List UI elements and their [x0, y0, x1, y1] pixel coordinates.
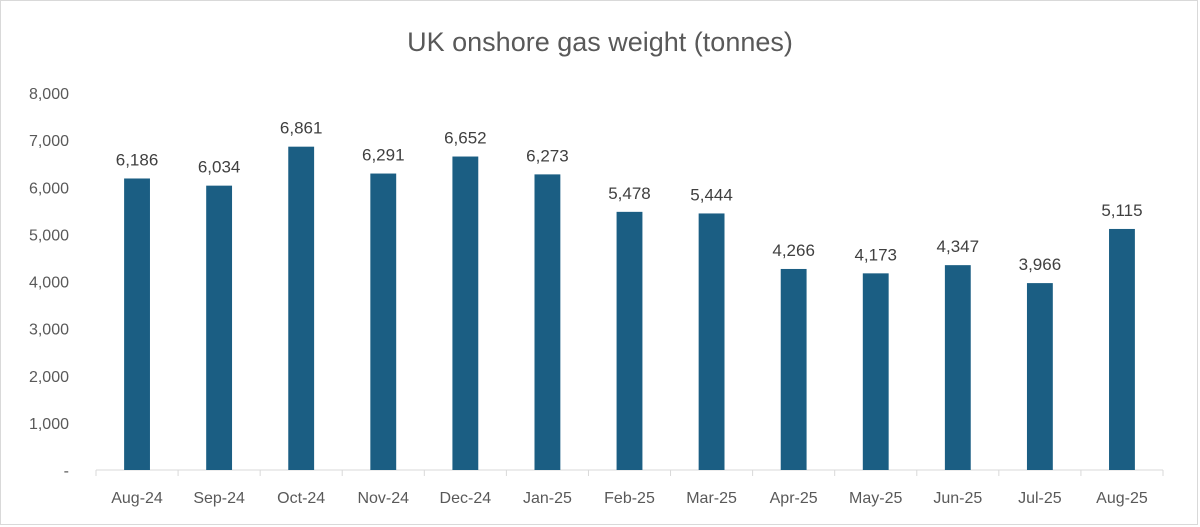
x-tick-label: Dec-24 — [440, 490, 492, 507]
y-tick-label: 3,000 — [29, 322, 69, 339]
data-labels: 6,186 6,034 6,861 6,291 6,652 6,273 5,478 5,444… — [116, 119, 1143, 274]
x-tick-label: Feb-25 — [604, 490, 655, 507]
x-tick-label: Aug-24 — [111, 490, 163, 507]
data-label: 6,291 — [362, 146, 405, 165]
x-tick-label: Sep-24 — [193, 490, 245, 507]
bar — [206, 185, 233, 470]
bar — [616, 211, 643, 470]
bar — [452, 156, 479, 470]
bar — [862, 273, 889, 470]
data-label: 6,186 — [116, 150, 159, 169]
x-tick-label: Oct-24 — [277, 490, 325, 507]
y-tick-label: 7,000 — [29, 133, 69, 150]
y-tick-label: 6,000 — [29, 180, 69, 197]
x-tick-label: Mar-25 — [686, 490, 737, 507]
data-label: 6,273 — [526, 146, 569, 165]
data-label: 5,478 — [608, 184, 651, 203]
data-label: 4,347 — [937, 237, 980, 256]
bar — [534, 174, 561, 470]
bar — [288, 146, 315, 471]
bar — [370, 173, 397, 470]
data-label: 4,266 — [772, 241, 815, 260]
data-label: 5,444 — [690, 185, 733, 204]
y-tick-label: 2,000 — [29, 369, 69, 386]
data-label: 5,115 — [1101, 201, 1142, 220]
x-tick-label: Jun-25 — [933, 490, 982, 507]
data-label: 6,034 — [198, 158, 241, 177]
y-tick-label: 1,000 — [29, 416, 69, 433]
y-axis: - 1,000 2,000 3,000 4,000 5,000 6,000 7,000 8,00… — [29, 86, 69, 480]
y-tick-label: 4,000 — [29, 275, 69, 292]
data-label: 3,966 — [1019, 255, 1062, 274]
x-tick-label: Apr-25 — [770, 490, 818, 507]
x-tick-label: May-25 — [849, 490, 902, 507]
bar — [698, 213, 725, 470]
data-label: 4,173 — [854, 245, 897, 264]
bar — [780, 268, 807, 470]
bars — [124, 146, 1135, 471]
bar — [944, 265, 971, 470]
y-tick-label: 5,000 — [29, 227, 69, 244]
data-label: 6,652 — [444, 129, 487, 148]
chart-title: UK onshore gas weight (tonnes) — [407, 27, 793, 57]
bar — [1109, 228, 1135, 470]
x-axis: Aug-24 Sep-24 Oct-24 Nov-24 Dec-24 Jan-25 Feb-… — [95, 469, 1164, 507]
y-tick-label: 8,000 — [29, 86, 69, 103]
bar — [1026, 283, 1053, 470]
y-tick-label: - — [64, 463, 69, 480]
x-tick-label: Aug-25 — [1096, 490, 1148, 507]
data-label: 6,861 — [280, 119, 323, 138]
x-tick-label: Jan-25 — [523, 490, 572, 507]
x-tick-label: Nov-24 — [357, 490, 409, 507]
x-tick-label: Jul-25 — [1018, 490, 1062, 507]
bar — [124, 178, 150, 471]
